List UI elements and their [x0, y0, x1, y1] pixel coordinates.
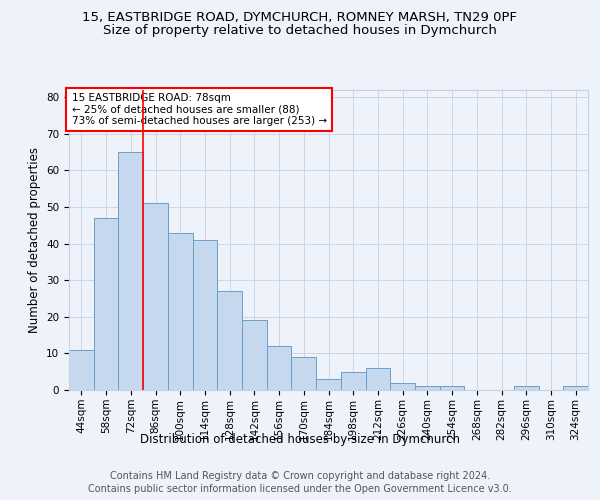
Bar [168, 232, 193, 390]
Bar [193, 240, 217, 390]
Text: Contains HM Land Registry data © Crown copyright and database right 2024.: Contains HM Land Registry data © Crown c… [110, 471, 490, 481]
Bar [69, 350, 94, 390]
Text: Distribution of detached houses by size in Dymchurch: Distribution of detached houses by size … [140, 432, 460, 446]
Bar [440, 386, 464, 390]
Bar [563, 386, 588, 390]
Bar [390, 382, 415, 390]
Bar [118, 152, 143, 390]
Bar [514, 386, 539, 390]
Bar [365, 368, 390, 390]
Bar [143, 204, 168, 390]
Bar [267, 346, 292, 390]
Bar [94, 218, 118, 390]
Bar [242, 320, 267, 390]
Bar [292, 357, 316, 390]
Bar [316, 379, 341, 390]
Bar [415, 386, 440, 390]
Bar [341, 372, 365, 390]
Y-axis label: Number of detached properties: Number of detached properties [28, 147, 41, 333]
Text: 15, EASTBRIDGE ROAD, DYMCHURCH, ROMNEY MARSH, TN29 0PF: 15, EASTBRIDGE ROAD, DYMCHURCH, ROMNEY M… [83, 11, 517, 24]
Text: Contains public sector information licensed under the Open Government Licence v3: Contains public sector information licen… [88, 484, 512, 494]
Text: 15 EASTBRIDGE ROAD: 78sqm
← 25% of detached houses are smaller (88)
73% of semi-: 15 EASTBRIDGE ROAD: 78sqm ← 25% of detac… [71, 93, 327, 126]
Bar [217, 291, 242, 390]
Text: Size of property relative to detached houses in Dymchurch: Size of property relative to detached ho… [103, 24, 497, 37]
